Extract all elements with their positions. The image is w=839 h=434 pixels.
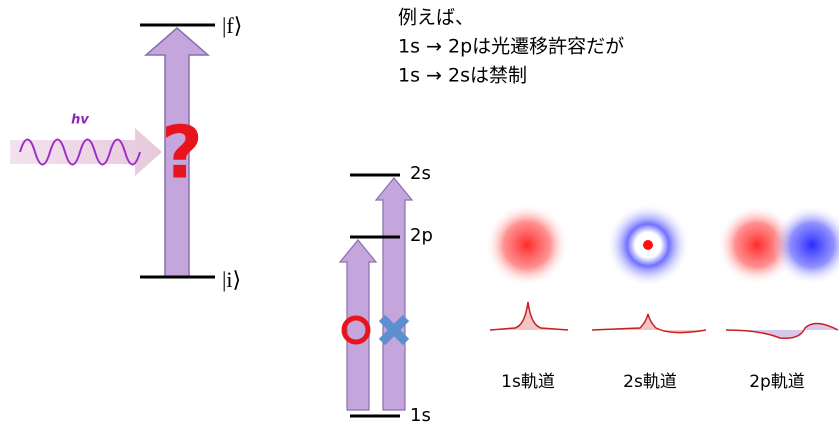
orbital-label: 2p軌道 bbox=[749, 372, 805, 392]
diagram: hv |f⟩ |i⟩ ? 例えば、 1s → 2pは光遷移許容だが 1s → 2… bbox=[0, 0, 839, 430]
orbital-2s-core bbox=[643, 240, 653, 250]
wavefunction bbox=[490, 302, 568, 330]
note-line: 1s → 2pは光遷移許容だが bbox=[398, 36, 624, 58]
photon-label: hv bbox=[71, 113, 89, 128]
orbital-label: 2s軌道 bbox=[623, 372, 677, 392]
note-line: 1s → 2sは禁制 bbox=[398, 65, 527, 87]
wavefunction bbox=[592, 314, 706, 333]
left-diagram: hv |f⟩ |i⟩ ? bbox=[10, 13, 242, 292]
level-label: 2p bbox=[410, 225, 433, 246]
orbital-label: 1s軌道 bbox=[501, 372, 555, 392]
note: 例えば、 1s → 2pは光遷移許容だが 1s → 2sは禁制 bbox=[398, 7, 624, 87]
level-diagram: 2s 2p 1s bbox=[340, 163, 433, 426]
level-label: 1s bbox=[410, 405, 431, 426]
upper-state-label: |f⟩ bbox=[222, 13, 242, 38]
level-label: 2s bbox=[410, 163, 431, 184]
note-line: 例えば、 bbox=[398, 7, 474, 29]
lower-state-label: |i⟩ bbox=[222, 267, 241, 292]
orbital-1s bbox=[485, 203, 569, 287]
question-mark: ? bbox=[161, 111, 203, 195]
wavefunction bbox=[726, 323, 838, 338]
orbitals: 1s軌道 2s軌道 2p軌道 bbox=[485, 203, 839, 392]
forbidden-arrow bbox=[376, 178, 412, 410]
